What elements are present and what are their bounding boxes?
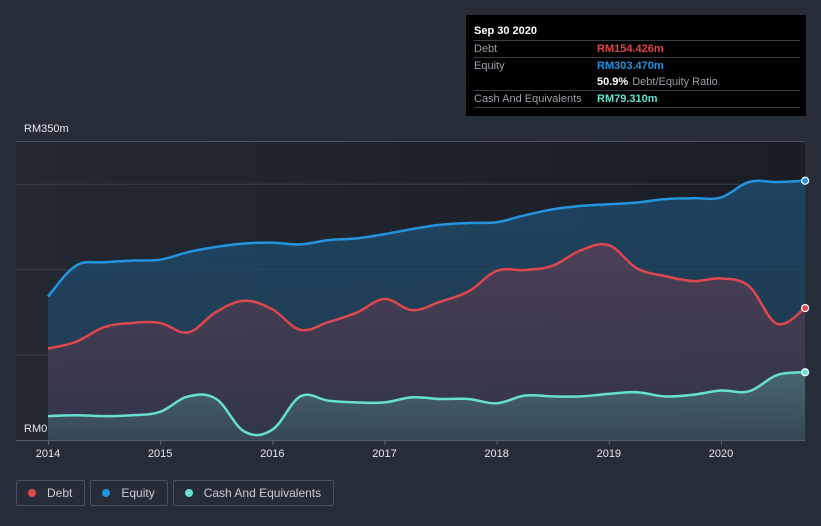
legend-item-cash[interactable]: Cash And Equivalents: [172, 480, 335, 506]
cash-and-equivalents-line: [47, 370, 806, 437]
x-axis-ticks: 2014 2015 2016 2017 2018 2019 2020: [36, 440, 733, 460]
cash-dot-icon: [184, 489, 193, 497]
tooltip-equity-label: Equity: [474, 60, 505, 72]
x-tick-label: 2017: [372, 448, 396, 460]
tooltip-cash-label: Cash And Equivalents: [474, 93, 582, 105]
tooltip-row-debt: Debt RM154.426m: [474, 40, 800, 57]
tooltip-debt-label: Debt: [474, 43, 498, 55]
y-axis-top-label: RM350m: [24, 123, 69, 135]
debt-dot-icon: [28, 489, 36, 497]
cash-and-equivalents-area: [48, 372, 806, 440]
tooltip-row-cash: Cash And Equivalents RM79.310m: [474, 90, 800, 108]
debt-line: [47, 242, 806, 350]
equity-dot-icon: [102, 489, 111, 497]
legend-label: Cash And Equivalents: [203, 486, 322, 500]
x-tick-label: 2016: [260, 448, 284, 460]
chart-legend: Debt Equity Cash And Equivalents: [16, 480, 335, 506]
tooltip-panel: Sep 30 2020 Debt RM154.426m Equity RM303…: [466, 15, 806, 116]
debt-area: [48, 244, 806, 440]
debt-end-marker: [801, 303, 810, 313]
x-tick-label: 2019: [597, 448, 621, 460]
legend-label: Debt: [47, 486, 73, 500]
tooltip-ratio-label: Debt/Equity Ratio: [632, 76, 718, 88]
x-tick-label: 2018: [484, 448, 508, 460]
x-tick-label: 2014: [36, 448, 60, 460]
series-lines: [47, 179, 806, 437]
equity-line: [47, 179, 806, 298]
cash-and-equivalents-end-marker: [801, 368, 810, 377]
y-axis-bottom-label: RM0: [24, 423, 47, 435]
tooltip-ratio-value: 50.9%: [597, 76, 629, 88]
debt-equity-chart: 2014 2015 2016 2017 2018 2019 2020 RM350m RM0: [16, 123, 810, 460]
x-tick-label: 2020: [709, 448, 733, 460]
series-areas: [48, 180, 806, 440]
x-tick-label: 2015: [148, 448, 172, 460]
equity-end-marker: [801, 176, 810, 185]
tooltip-cash-value: RM79.310m: [597, 93, 658, 105]
legend-item-equity[interactable]: Equity: [90, 480, 168, 506]
tooltip-row-ratio: 50.9% Debt/Equity Ratio: [474, 74, 800, 90]
tooltip-equity-value: RM303.470m: [597, 60, 664, 72]
legend-item-debt[interactable]: Debt: [16, 480, 86, 506]
tooltip-date: Sep 30 2020: [474, 25, 537, 37]
legend-label: Equity: [121, 486, 155, 500]
tooltip-debt-value: RM154.426m: [597, 43, 664, 55]
tooltip-row-equity: Equity RM303.470m: [474, 57, 800, 74]
series-end-markers: [801, 176, 810, 377]
